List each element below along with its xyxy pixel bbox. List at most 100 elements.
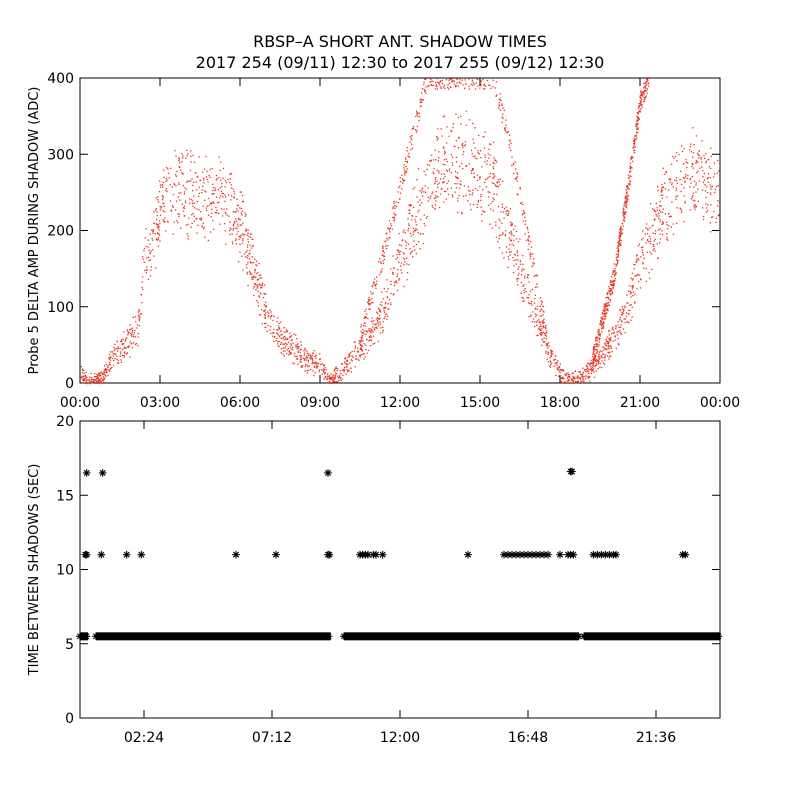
data-point [535,274,538,276]
data-point [490,87,492,89]
data-point [488,84,490,86]
data-point [634,139,636,141]
data-point [106,363,108,366]
data-point [646,79,649,82]
data-point [604,359,606,361]
data-point [595,343,597,346]
data-point [304,365,306,368]
data-point [312,360,314,362]
data-point [651,268,653,271]
data-point [358,359,360,362]
data-point [104,365,106,367]
data-point [438,151,440,153]
data-point [145,228,147,230]
data-point [496,185,498,187]
data-point [710,231,712,233]
data-point [595,360,598,363]
data-point [377,312,379,315]
data-point [587,370,589,372]
data-point [342,374,344,376]
data-point [611,332,613,335]
data-point [574,378,576,380]
data-point [609,345,611,347]
data-point [398,278,401,280]
data-point [420,98,422,100]
data-point [666,196,668,198]
data-point [549,363,552,366]
data-point [561,377,563,379]
data-point [643,257,645,260]
data-point [361,345,363,348]
data-point [487,204,490,207]
data-point [130,332,132,334]
data-point [337,375,339,377]
data-point [526,239,528,242]
data-point [433,159,435,161]
data-point [202,171,204,173]
data-point [87,379,89,381]
data-point [363,317,366,319]
data-point [556,367,558,369]
data-point [90,372,92,375]
data-point [550,349,552,351]
data-point [306,369,309,372]
data-point [138,310,140,312]
data-point [141,301,143,304]
data-point [138,325,141,327]
data-point [114,343,116,346]
data-point [177,213,179,215]
data-point [116,362,119,364]
data-point [443,201,445,203]
data-point [624,200,626,202]
data-point [512,272,515,274]
data-point [578,377,581,379]
data-point [618,237,620,239]
data-point [153,210,155,213]
data-point [623,217,625,219]
data-point [323,368,325,370]
data-point [609,298,611,301]
data-point [707,181,710,184]
data-point [533,262,535,265]
data-point [204,236,206,238]
bottom-xtick-label: 07:12 [252,730,292,746]
data-point [332,377,334,379]
data-point [85,375,87,378]
data-point [639,97,641,99]
data-point [473,142,475,144]
data-point [470,170,472,172]
data-point [368,329,370,332]
data-point [670,163,673,165]
data-point [604,342,606,344]
data-point [212,201,214,203]
data-point [159,240,161,242]
data-point [207,214,210,216]
data-point [163,202,165,205]
data-point [416,228,418,231]
data-point [417,168,420,170]
data-point [105,370,108,373]
data-point [479,185,481,188]
data-point [602,327,604,329]
data-point [510,221,512,223]
data-point [590,359,592,362]
data-point [706,207,708,209]
data-point [541,321,543,323]
data-point [343,370,345,373]
data-point [511,224,513,227]
data-point [499,178,501,180]
data-point [638,280,640,283]
data-point [472,189,474,191]
data-point [276,337,278,339]
data-point [324,366,326,369]
data-point [635,261,638,263]
data-point [120,359,122,361]
data-point [406,279,408,281]
data-point [197,176,199,178]
data-point [306,372,309,374]
data-point [215,179,217,181]
data-point [552,353,554,355]
data-point [157,201,160,203]
data-point [698,157,700,159]
data-point [445,169,448,171]
